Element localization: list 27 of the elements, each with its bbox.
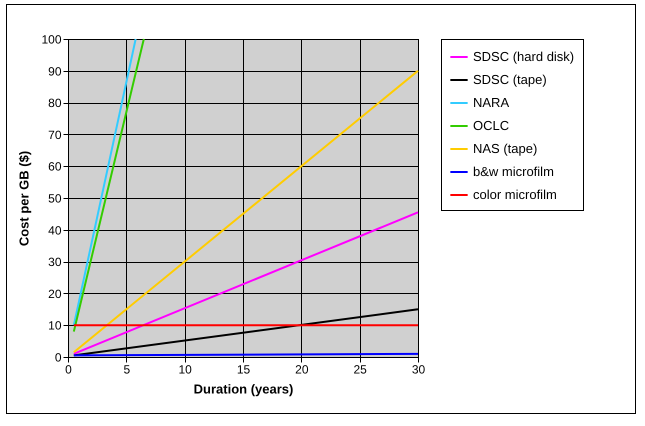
- y-tick-label: 50: [48, 192, 62, 206]
- x-axis-title: Duration (years): [194, 382, 294, 396]
- y-tick-label: 30: [48, 255, 62, 270]
- y-tick-label: 70: [48, 128, 62, 142]
- y-axis-title: Cost per GB ($): [16, 150, 32, 246]
- legend-label: b&w microfilm: [473, 164, 554, 179]
- y-tick-label: 90: [48, 64, 62, 78]
- legend-label: SDSC (hard disk): [473, 49, 574, 64]
- y-tick-label: 20: [48, 286, 62, 301]
- legend-label: SDSC (tape): [473, 72, 547, 87]
- x-tick-label: 25: [353, 362, 368, 376]
- y-tick-label: 10: [48, 318, 62, 333]
- x-tick-label: 10: [178, 362, 192, 376]
- legend-label: NARA: [473, 95, 510, 110]
- x-tick-label: 15: [236, 362, 250, 376]
- y-tick-label: 40: [48, 223, 62, 238]
- y-tick-label: 100: [41, 32, 62, 46]
- y-tick-label: 0: [54, 350, 62, 364]
- x-tick-label: 20: [295, 362, 309, 376]
- legend-label: OCLC: [473, 118, 510, 133]
- x-tick-label: 0: [65, 362, 72, 376]
- legend-label: NAS (tape): [473, 141, 538, 156]
- x-tick-label: 30: [412, 362, 426, 376]
- legend-label: color microfilm: [473, 187, 557, 202]
- x-tick-label: 5: [123, 362, 130, 376]
- y-tick-label: 60: [48, 160, 62, 174]
- y-tick-label: 80: [48, 96, 62, 110]
